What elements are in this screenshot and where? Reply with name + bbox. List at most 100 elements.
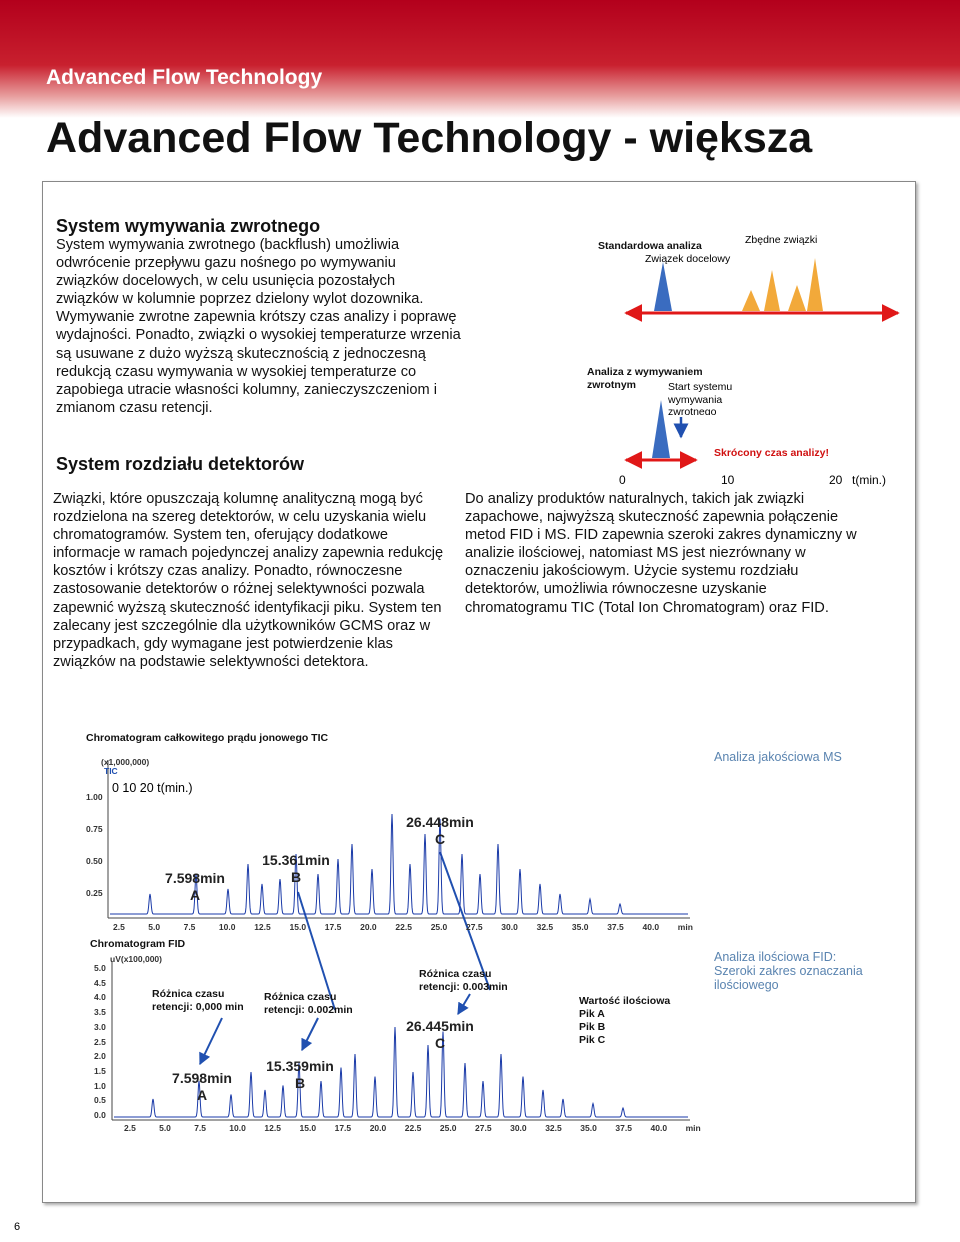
quant-row: Pik B (579, 1021, 606, 1033)
peak (654, 262, 672, 311)
diagram-label: Analiza z wymywaniem zwrotnym (587, 366, 703, 391)
y-tick-label: 1.5 (94, 1065, 106, 1076)
y-tick-label: 4.0 (94, 992, 106, 1003)
pointer (301, 1017, 319, 1052)
section-heading: System wymywania zwrotnego (56, 216, 321, 236)
side-note: Analiza jakościowa MS (714, 750, 842, 764)
x-tick-label: 10.0 (218, 922, 236, 932)
x-unit: min (685, 1123, 701, 1133)
x-tick-label: 17.5 (334, 1123, 352, 1133)
peak (742, 258, 823, 311)
diagram-label: Start systemu wymywania zwrotnego (668, 381, 733, 415)
axis-unit: t(min.) (852, 473, 886, 487)
peak-label: A (189, 887, 201, 903)
x-tick-label: 10.0 (229, 1123, 246, 1133)
y-tick-label: 0.50 (86, 856, 103, 866)
peak-label: B (294, 1075, 306, 1091)
peak (652, 400, 670, 458)
pointer (439, 851, 491, 991)
peak-label: C (434, 831, 446, 847)
y-tick-label: 4.5 (94, 977, 106, 988)
quant-row: Pik C (579, 1034, 606, 1046)
x-tick-label: 35.0 (571, 922, 589, 932)
x-tick-label: 7.5 (194, 1123, 207, 1133)
axis-label: 0 (619, 473, 626, 487)
y-tick-label: 1.00 (86, 792, 103, 802)
y-tick-label: 0.5 (94, 1095, 106, 1106)
y-tick-label: 0.0 (94, 1110, 106, 1120)
peak-label: A (196, 1087, 208, 1103)
x-tick-label: 35.0 (580, 1123, 597, 1133)
page-number: 6 (14, 1221, 21, 1233)
section-body: Związki, które opuszczają kolumnę analit… (53, 491, 444, 670)
x-tick-label: 40.0 (650, 1123, 668, 1133)
pointer (199, 1017, 223, 1066)
x-tick-label: 20.0 (360, 922, 377, 932)
backflush-diagram (624, 258, 900, 469)
trace (110, 813, 688, 915)
x-tick-label: 25.0 (430, 922, 448, 932)
x-tick-label: 15.0 (289, 922, 307, 932)
x-tick-label: 37.5 (607, 922, 624, 932)
y-tick-label: 3.0 (94, 1021, 106, 1032)
annotation: Różnica czasu retencji: 0.002min (264, 991, 353, 1016)
x-tick-label: 17.5 (324, 922, 342, 932)
x-tick-label: 12.5 (254, 922, 271, 932)
content-box (42, 181, 916, 1203)
x-tick-label: 2.5 (113, 922, 125, 932)
peak-time: 26.445min (406, 1018, 474, 1034)
x-tick-label: 20.0 (369, 1123, 387, 1133)
quant-title: Wartość ilościowa (579, 995, 671, 1008)
peak-time: 15.361min (262, 852, 330, 868)
y-tick-label: 3.5 (94, 1007, 106, 1018)
pointer (457, 993, 471, 1016)
x-tick-label: 5.0 (159, 1123, 171, 1133)
x-tick-label: 15.0 (299, 1123, 317, 1133)
y-tick-label: 2.0 (94, 1051, 106, 1062)
banner (0, 0, 960, 118)
axis-label: 20 (829, 473, 843, 487)
y-tick-label: 0.25 (86, 888, 103, 898)
x-tick-label: 32.5 (545, 1123, 562, 1133)
x-tick-label: 30.0 (501, 922, 518, 932)
pointer (297, 891, 336, 1011)
side-note: Analiza ilościowa FID: Szeroki zakres oz… (714, 950, 863, 992)
trace-label: TIC (104, 766, 118, 776)
x-tick-label: 30.0 (510, 1123, 527, 1133)
x-tick-label: 22.5 (395, 922, 412, 932)
diagram-label: Związek docelowy (645, 253, 731, 265)
trace (114, 1026, 688, 1118)
chart-title: Chromatogram całkowitego prądu jonowego … (86, 732, 329, 744)
x-tick-label: 25.0 (439, 1123, 457, 1133)
x-unit: min (677, 922, 693, 932)
annotation: Różnica czasu retencji: 0.003min (419, 968, 508, 993)
page-title: Advanced Flow Technology - większa (46, 114, 813, 162)
x-tick-label: 27.5 (475, 1123, 492, 1133)
scale-label: (x1,000,000) (101, 757, 150, 767)
y-tick-label: 5.0 (94, 963, 106, 973)
chromatograms (107, 760, 690, 1121)
x-tick-label: 27.5 (466, 922, 483, 932)
y-tick-label: 0.75 (86, 824, 103, 834)
quant-row: Pik A (579, 1008, 605, 1020)
diagram-label: Skrócony czas analizy! (714, 447, 829, 459)
y-tick-label: 1.0 (94, 1080, 106, 1091)
scale-label: uV(x100,000) (110, 954, 162, 964)
overlay-text: 0 10 20 t(min.) (112, 781, 193, 795)
peak-time: 7.598min (165, 870, 225, 886)
diagram-label: Zbędne związki (745, 234, 818, 246)
peak-label: B (290, 869, 302, 885)
banner-text: Advanced Flow Technology (46, 66, 323, 89)
x-tick-label: 32.5 (536, 922, 554, 932)
x-tick-label: 5.0 (148, 922, 161, 932)
x-tick-label: 40.0 (642, 922, 660, 932)
section-body: Do analizy produktów naturalnych, takich… (465, 491, 857, 616)
x-tick-label: 22.5 (404, 1123, 422, 1133)
peak-label: C (434, 1035, 446, 1051)
x-tick-label: 37.5 (615, 1123, 632, 1133)
x-tick-label: 7.5 (183, 922, 196, 932)
section-heading: System rozdziału detektorów (56, 454, 305, 474)
peak-time: 26.448min (406, 814, 474, 830)
